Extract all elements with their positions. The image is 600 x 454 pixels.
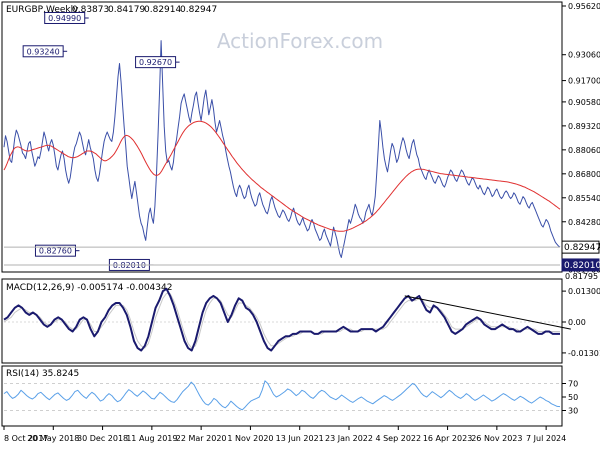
price-markers: 0.82947 0.82010 (4, 240, 600, 272)
ohlc-low: 0.82914 (144, 5, 181, 15)
watermark: ActionForex.com (217, 29, 383, 53)
price-y-tick-label: 0.89320 (568, 122, 600, 131)
annotation-box (34, 244, 76, 257)
ohlc-high: 0.84179 (108, 5, 145, 15)
macd-line (3, 287, 560, 352)
x-tick-label: 16 Apr 2023 (423, 434, 472, 443)
macd-panel: MACD(12,26,9) -0.005174 -0.004342 0.8179… (1, 272, 600, 364)
price-y-tick-label: 0.88060 (568, 146, 600, 155)
macd-panel-frame (1, 278, 563, 364)
price-y-tick-label: 0.93060 (568, 51, 600, 60)
annotation-label: 0.93240 (27, 47, 60, 56)
price-y-tick-label: 0.90580 (568, 98, 600, 107)
annotation-label: 0.82760 (39, 247, 72, 256)
ohlc-values: 0.83873 0.84179 0.82914 0.82947 (72, 5, 217, 15)
rsi-label: RSI(14) 35.8245 (6, 369, 79, 379)
macd-bottom-axis-label: 0.81795 (565, 272, 598, 281)
macd-trendline (404, 295, 571, 330)
rsi-line (3, 380, 561, 411)
price-panel-frame (1, 1, 563, 273)
x-tick-label: 7 Jul 2024 (526, 434, 566, 443)
rsi-series (3, 380, 561, 411)
price-panel: ActionForex.com EURGBP,Weekly 0.83873 0.… (1, 1, 600, 275)
current-price-label: 0.82947 (564, 243, 600, 253)
macd-y-tick-label: 0.013005 (568, 287, 600, 296)
low-price-label: 0.82010 (564, 261, 600, 271)
x-tick-label: 8 Oct 2017 (4, 434, 48, 443)
rsi-panel-frame (1, 365, 563, 427)
annotation-box (135, 56, 177, 69)
price-y-tick-label: 0.95620 (568, 2, 600, 11)
price-y-tick-label: 0.86800 (568, 170, 600, 179)
current-price-box (561, 240, 600, 254)
price-y-tick-label: 0.91700 (568, 77, 600, 86)
annotation-label: 0.94990 (48, 14, 81, 23)
x-tick-label: 1 Nov 2020 (227, 434, 273, 443)
close-price-line (3, 40, 561, 258)
rsi-y-tick-label: 30 (568, 407, 578, 416)
macd-y-axis: 0.013005 0.00 -0.013015 (4, 287, 600, 358)
macd-label: MACD(12,26,9) -0.005174 -0.004342 (6, 283, 172, 293)
macd-series (3, 287, 571, 352)
price-y-tick-label: 0.84280 (568, 218, 600, 227)
price-y-tick-label: 0.85540 (568, 194, 600, 203)
rsi-y-axis: 70 50 30 (4, 380, 578, 416)
ohlc-open: 0.83873 (72, 5, 109, 15)
rsi-y-tick-label: 70 (568, 380, 578, 389)
x-tick-label: 13 Jun 2021 (276, 434, 324, 443)
x-tick-label: 4 Sep 2022 (375, 434, 421, 443)
x-tick-label: 11 Aug 2019 (126, 434, 177, 443)
low-price-box (561, 258, 600, 272)
moving-average-line (3, 120, 561, 232)
rsi-panel: RSI(14) 35.8245 70 50 30 (1, 365, 578, 427)
symbol-title: EURGBP,Weekly (6, 5, 79, 15)
x-tick-label: 26 Nov 2023 (471, 434, 522, 443)
x-tick-label: 22 Mar 2020 (176, 434, 227, 443)
annotation-label: 0.92670 (139, 58, 172, 67)
price-series (3, 40, 561, 258)
rsi-y-tick-label: 50 (568, 393, 578, 402)
ohlc-close: 0.82947 (180, 5, 217, 15)
annotation-box (44, 11, 86, 24)
macd-y-tick-label: -0.013015 (568, 349, 600, 358)
macd-y-tick-label: 0.00 (568, 318, 586, 327)
x-tick-label: 30 Dec 2018 (77, 434, 128, 443)
annotation-box (22, 45, 64, 58)
x-tick-label: 23 Jan 2022 (325, 434, 373, 443)
x-tick-label: 20 May 2018 (27, 434, 79, 443)
